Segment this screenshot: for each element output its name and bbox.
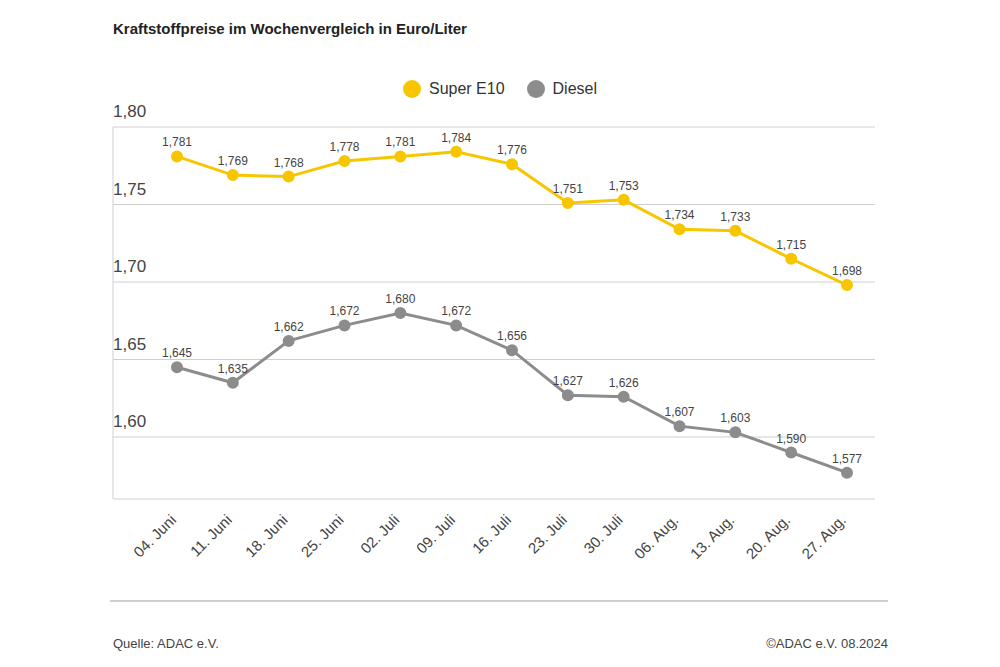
svg-text:1,672: 1,672 [329, 304, 359, 318]
svg-text:1,70: 1,70 [113, 257, 146, 276]
svg-text:1,656: 1,656 [497, 329, 527, 343]
svg-text:1,781: 1,781 [162, 135, 192, 149]
svg-text:1,768: 1,768 [274, 156, 304, 170]
svg-text:1,65: 1,65 [113, 335, 146, 354]
html-text:©ADAC e.V. 08.2024: ©ADAC e.V. 08.2024 [766, 636, 888, 651]
svg-text:02. Juli: 02. Juli [357, 511, 403, 557]
svg-text:1,784: 1,784 [441, 131, 471, 145]
svg-text:30. Juli: 30. Juli [580, 511, 626, 557]
svg-text:1,733: 1,733 [720, 210, 750, 224]
svg-text:1,769: 1,769 [218, 154, 248, 168]
svg-text:1,781: 1,781 [385, 135, 415, 149]
svg-text:1,626: 1,626 [609, 376, 639, 390]
svg-text:1,635: 1,635 [218, 362, 248, 376]
svg-text:1,751: 1,751 [553, 182, 583, 196]
html-text:Quelle: ADAC e.V.: Quelle: ADAC e.V. [113, 636, 219, 651]
svg-text:23. Juli: 23. Juli [524, 511, 570, 557]
svg-text:1,645: 1,645 [162, 346, 192, 360]
svg-text:1,778: 1,778 [329, 140, 359, 154]
svg-text:1,603: 1,603 [720, 411, 750, 425]
html-text:Super E10: Super E10 [429, 80, 505, 97]
svg-text:1,627: 1,627 [553, 374, 583, 388]
svg-text:13. Aug.: 13. Aug. [686, 511, 737, 562]
svg-text:1,734: 1,734 [664, 208, 694, 222]
svg-text:06. Aug.: 06. Aug. [631, 511, 682, 562]
svg-text:25. Juni: 25. Juni [297, 511, 346, 560]
svg-text:16. Juli: 16. Juli [468, 511, 514, 557]
svg-text:1,698: 1,698 [832, 264, 862, 278]
html-text:Kraftstoffpreise im Wochenverg: Kraftstoffpreise im Wochenvergleich in E… [113, 20, 467, 37]
svg-text:18. Juni: 18. Juni [242, 511, 291, 560]
svg-text:1,672: 1,672 [441, 304, 471, 318]
svg-text:1,60: 1,60 [113, 412, 146, 431]
svg-text:1,590: 1,590 [776, 432, 806, 446]
svg-text:27. Aug.: 27. Aug. [798, 511, 849, 562]
svg-text:1,80: 1,80 [113, 102, 146, 121]
svg-text:20. Aug.: 20. Aug. [742, 511, 793, 562]
svg-text:11. Juni: 11. Juni [187, 511, 235, 559]
svg-text:1,577: 1,577 [832, 452, 862, 466]
svg-text:1,662: 1,662 [274, 320, 304, 334]
svg-text:09. Juli: 09. Juli [413, 511, 459, 557]
svg-text:1,75: 1,75 [113, 180, 146, 199]
svg-text:1,753: 1,753 [609, 179, 639, 193]
svg-text:1,680: 1,680 [385, 292, 415, 306]
svg-text:1,607: 1,607 [664, 405, 694, 419]
svg-text:1,776: 1,776 [497, 143, 527, 157]
svg-text:04. Juni: 04. Juni [130, 511, 179, 560]
svg-text:1,715: 1,715 [776, 238, 806, 252]
html-text:Diesel: Diesel [552, 80, 597, 97]
